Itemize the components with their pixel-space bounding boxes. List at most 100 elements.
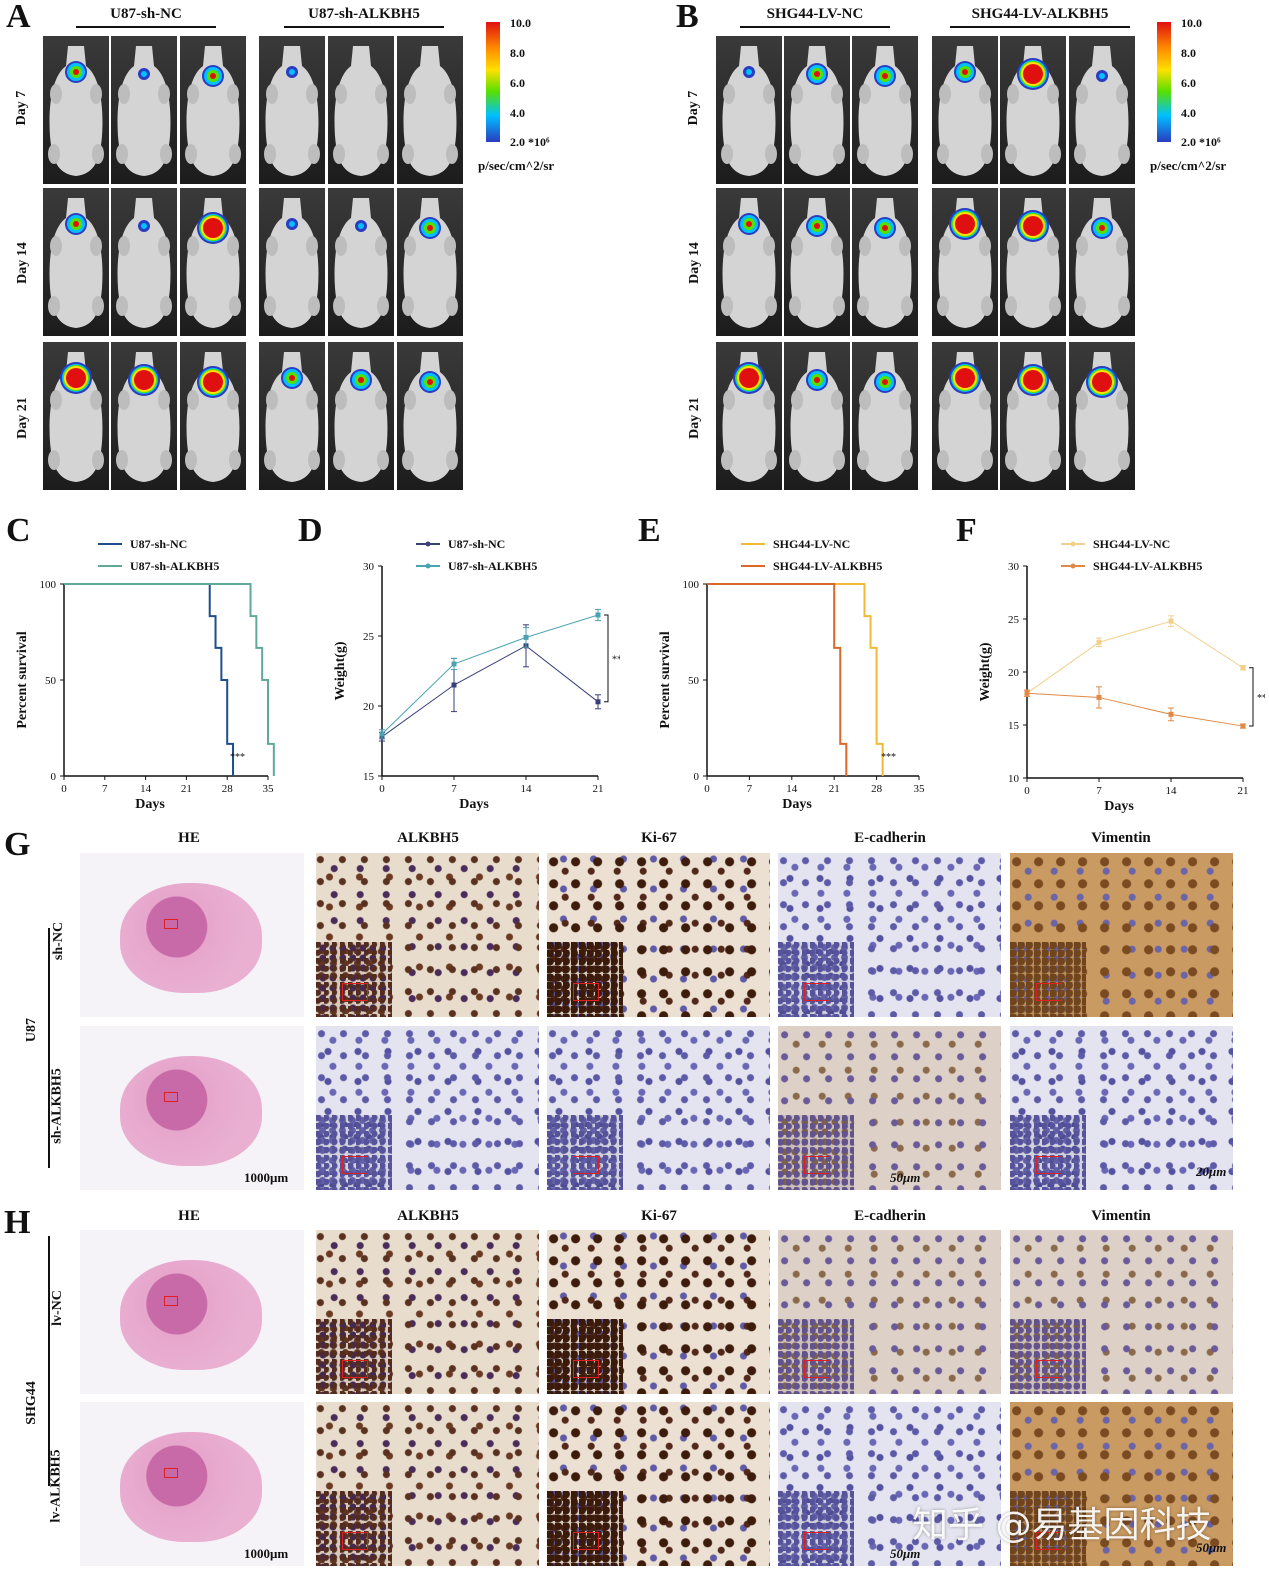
low-magnification-inset xyxy=(778,941,854,1017)
legend-label: SHG44-LV-ALKBH5 xyxy=(773,559,882,573)
brain-section xyxy=(120,1260,262,1370)
panel_g-scale-bar-label: 50μm xyxy=(890,1170,921,1185)
mouse-image xyxy=(111,342,177,490)
mouse-image xyxy=(259,188,325,336)
region-of-interest-box xyxy=(573,1360,599,1378)
underline xyxy=(76,26,216,28)
mouse-image xyxy=(932,36,998,184)
y-tick-label: 15 xyxy=(1008,720,1020,732)
ihc-image xyxy=(778,1402,1001,1566)
panel-b-day-14: Day 14 xyxy=(687,242,702,284)
mouse-image xyxy=(43,36,109,184)
region-of-interest-box xyxy=(1036,983,1062,1001)
mouse-image xyxy=(1069,188,1135,336)
x-tick-label: 0 xyxy=(704,783,710,795)
panel-letter-d: D xyxy=(298,512,323,549)
panel-h-row-1: lv-NC xyxy=(49,1290,65,1326)
panel-letter-c: C xyxy=(6,512,31,549)
group-bracket xyxy=(48,928,50,1168)
y-tick-label: 50 xyxy=(688,675,700,687)
x-tick-label: 14 xyxy=(140,783,152,795)
low-magnification-inset xyxy=(316,941,392,1017)
colorbar-a-unit: p/sec/cm^2/sr xyxy=(478,158,555,173)
panel_g-scale-bar-label: 1000μm xyxy=(244,1170,289,1185)
x-tick-label: 0 xyxy=(61,783,67,795)
data-point xyxy=(1240,665,1246,671)
legend-label: SHG44-LV-NC xyxy=(1093,537,1170,551)
x-tick-label: 7 xyxy=(1096,785,1102,797)
mouse-image xyxy=(328,36,394,184)
survival-curve xyxy=(64,583,275,776)
y-tick-label: 50 xyxy=(45,675,57,687)
brain-section xyxy=(120,883,262,993)
mouse-image xyxy=(111,188,177,336)
panel-b-day-7: Day 7 xyxy=(686,90,701,126)
mouse-image xyxy=(852,342,918,490)
y-axis-label: Weight(g) xyxy=(333,641,348,700)
weight-line xyxy=(1026,692,1244,727)
mouse-image xyxy=(328,342,394,490)
data-point xyxy=(595,612,601,618)
x-tick-label: 14 xyxy=(1166,785,1178,797)
colorbar-b-tick: 6.0 xyxy=(1181,76,1196,90)
y-tick-label: 20 xyxy=(1008,667,1020,679)
panel_g-scale-bar-label: 20μm xyxy=(1196,1164,1227,1179)
panel_g-column-header: E-cadherin xyxy=(854,830,926,846)
low-magnification-inset xyxy=(778,1114,854,1190)
region-of-interest-box xyxy=(804,983,830,1001)
region-of-interest-box xyxy=(342,1156,368,1174)
panel-letter-g: G xyxy=(4,826,31,863)
x-axis-label: Days xyxy=(1104,799,1134,814)
mouse-image xyxy=(784,188,850,336)
ihc-image xyxy=(778,853,1001,1017)
significance-label: *** xyxy=(881,752,896,763)
mouse-image xyxy=(784,36,850,184)
low-magnification-inset xyxy=(547,941,623,1017)
colorbar-b xyxy=(1157,22,1171,142)
low-magnification-inset xyxy=(547,1114,623,1190)
panel-letter-e: E xyxy=(638,512,661,549)
region-of-interest-box xyxy=(573,1532,599,1550)
significance-label: *** xyxy=(1257,693,1265,704)
colorbar-a-tick: 4.0 xyxy=(510,106,525,120)
y-tick-label: 15 xyxy=(363,771,375,783)
low-magnification-inset xyxy=(316,1318,392,1394)
survival-curve xyxy=(707,583,884,776)
watermark: 知乎 @易基因科技 xyxy=(912,1505,1212,1546)
mouse-image xyxy=(1000,188,1066,336)
low-magnification-inset xyxy=(1010,941,1086,1017)
he-brain-slice xyxy=(80,853,304,1017)
region-of-interest-box xyxy=(573,983,599,1001)
panel-b-day-21: Day 21 xyxy=(687,397,702,439)
panel-letter-f: F xyxy=(956,512,977,549)
panel-b-group-2: SHG44-LV-ALKBH5 xyxy=(971,6,1109,22)
mouse-image xyxy=(43,342,109,490)
he-brain-slice xyxy=(80,1026,304,1190)
mouse-image xyxy=(1069,342,1135,490)
y-axis-label: Percent survival xyxy=(658,631,673,728)
data-point xyxy=(379,731,385,737)
mouse-image xyxy=(111,36,177,184)
y-tick-label: 20 xyxy=(363,701,375,713)
panel-h-group-label: SHG44 xyxy=(23,1381,39,1425)
panel-g-row-1: sh-NC xyxy=(51,921,67,961)
region-of-interest-box xyxy=(164,1468,178,1478)
weight-line xyxy=(381,645,599,738)
panel-letter-h: H xyxy=(4,1204,31,1241)
mouse-image xyxy=(932,188,998,336)
x-axis-label: Days xyxy=(782,797,812,812)
legend-label: U87-sh-NC xyxy=(448,537,505,551)
low-magnification-inset xyxy=(1010,1490,1086,1566)
significance-label: *** xyxy=(612,654,620,665)
legend-marker xyxy=(1070,563,1076,569)
data-point xyxy=(1168,618,1174,624)
panel_g-column-header: Vimentin xyxy=(1091,830,1151,846)
region-of-interest-box xyxy=(164,919,178,929)
panel-a-day-14: Day 14 xyxy=(15,242,30,284)
ihc-image xyxy=(1010,1230,1233,1394)
weight-line xyxy=(381,614,599,735)
colorbar-a-tick: 2.0 *10⁶ xyxy=(510,135,550,149)
ihc-image xyxy=(316,853,539,1017)
panel_h-scale-bar-label: 1000μm xyxy=(244,1546,289,1561)
y-axis-label: Weight(g) xyxy=(978,642,993,701)
